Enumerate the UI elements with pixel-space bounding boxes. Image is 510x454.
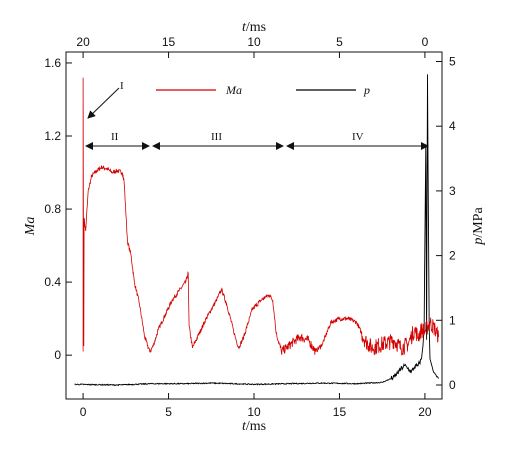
x-bottom-tick-label: 0: [80, 405, 87, 419]
y-left-axis-title: Ma: [23, 217, 38, 237]
y-right-tick-label: 0: [449, 378, 456, 392]
x-top-axis-title-var: t: [242, 20, 247, 35]
y-right-tick-label: 4: [449, 119, 456, 133]
y-right-tick-label: 5: [449, 55, 456, 69]
y-right-axis-title: p/MPa: [471, 207, 486, 246]
y-right-axis: 0 1 2 3 4 5: [436, 55, 456, 392]
legend: Ma p: [156, 83, 370, 97]
x-top-tick-label: 5: [336, 35, 343, 49]
legend-label-p: p: [363, 83, 370, 97]
series-ma-line: [82, 77, 439, 356]
x-bottom-tick-label: 10: [247, 405, 261, 419]
x-bottom-tick-label: 5: [165, 405, 172, 419]
x-top-tick-label: 15: [162, 35, 176, 49]
x-bottom-axis: 0 5 10 15 20: [80, 393, 432, 419]
y-left-tick-label: 1.2: [44, 129, 61, 143]
x-top-tick-label: 0: [422, 35, 429, 49]
y-left-tick-label: 0.8: [44, 202, 61, 216]
y-right-tick-label: 1: [449, 313, 456, 327]
x-top-tick-label: 20: [76, 35, 90, 49]
y-left-tick-label: 1.6: [44, 56, 61, 70]
x-bottom-tick-label: 20: [418, 405, 432, 419]
x-top-axis-title: t/ms: [242, 20, 266, 35]
series-p-line: [74, 74, 439, 387]
region-iii-label: III: [211, 131, 222, 143]
region-iv-label: IV: [352, 131, 364, 143]
y-right-axis-title-var: p: [471, 238, 486, 246]
y-right-tick-label: 2: [449, 249, 456, 263]
x-bottom-axis-title-unit: /ms: [246, 419, 266, 434]
region-ii-label: II: [111, 131, 119, 143]
y-left-tick-label: 0.4: [44, 275, 61, 289]
y-left-axis: 0 0.4 0.8 1.2 1.6: [44, 56, 72, 362]
marker-i-arrow: [87, 87, 120, 119]
region-annotations: I II III IV: [85, 80, 429, 150]
legend-label-ma: Ma: [225, 83, 242, 97]
x-top-tick-label: 10: [247, 35, 261, 49]
x-top-axis: 20 15 10 5 0: [76, 35, 429, 58]
y-left-tick-label: 0: [54, 348, 61, 362]
y-right-tick-label: 3: [449, 184, 456, 198]
y-right-axis-title-unit: /MPa: [471, 207, 486, 238]
marker-i-label: I: [120, 80, 124, 92]
x-top-axis-title-unit: /ms: [246, 20, 266, 35]
x-bottom-axis-title-var: t: [242, 419, 247, 434]
x-bottom-axis-title: t/ms: [242, 419, 266, 434]
x-bottom-tick-label: 15: [333, 405, 347, 419]
